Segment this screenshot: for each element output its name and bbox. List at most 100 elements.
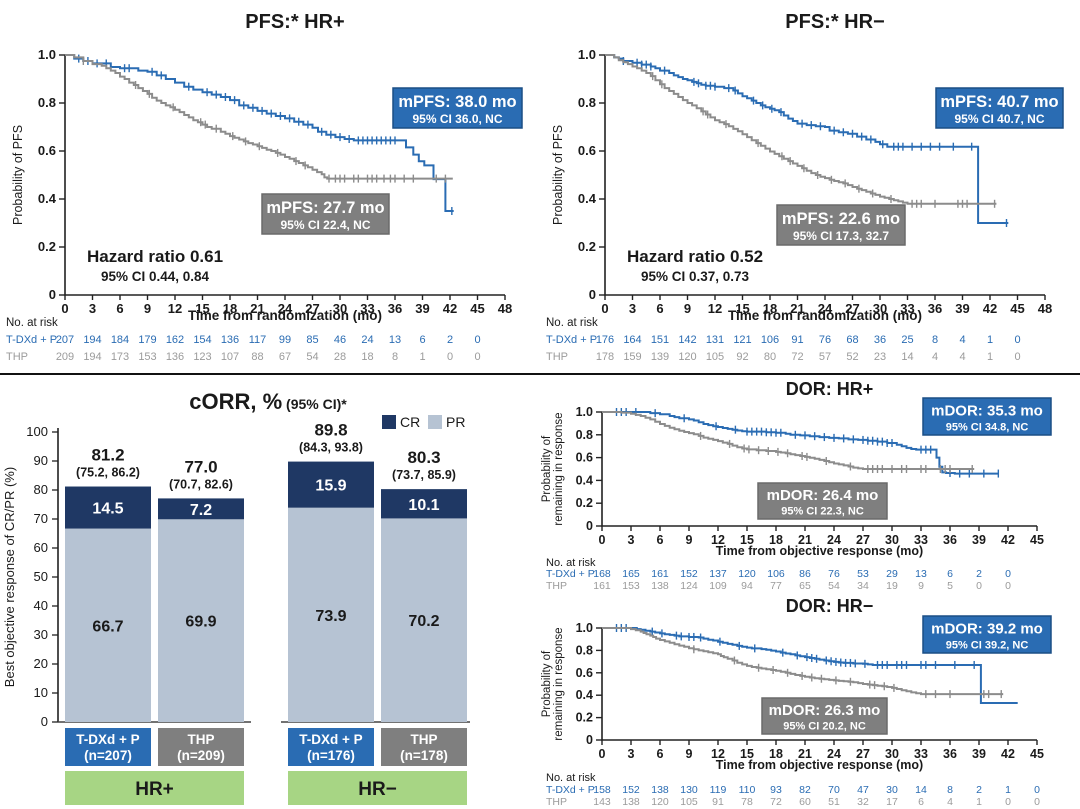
x-tick-label: 0	[601, 301, 608, 316]
x-tick-label: 48	[498, 301, 512, 316]
x-tick-label: 9	[686, 747, 693, 761]
y-tick-label: 100	[26, 424, 48, 439]
annotation-line2: 95% CI 22.3, NC	[781, 506, 864, 518]
risk-value: 176	[596, 334, 614, 346]
risk-value: 107	[221, 351, 239, 363]
risk-value: 124	[680, 580, 698, 592]
risk-table-label: No. at risk	[546, 557, 596, 569]
x-tick-label: 45	[1030, 747, 1044, 761]
risk-value: 142	[678, 334, 696, 346]
annotation-line1: mPFS: 38.0 mo	[398, 93, 516, 111]
x-tick-label: 9	[686, 533, 693, 547]
x-tick-label: 12	[168, 301, 182, 316]
risk-value: 57	[819, 351, 831, 363]
risk-value: 60	[799, 796, 811, 808]
risk-value: 17	[886, 796, 898, 808]
risk-value: 158	[593, 784, 611, 796]
annotation-line2: 95% CI 20.2, NC	[783, 721, 866, 733]
risk-value: 165	[622, 568, 640, 580]
risk-value: 19	[886, 580, 898, 592]
risk-value: 51	[828, 796, 840, 808]
y-tick-label: 80	[34, 482, 48, 497]
risk-table-label: No. at risk	[6, 317, 58, 329]
y-tick-label: 0.2	[576, 711, 593, 725]
group-label-hr-negative: HR−	[288, 771, 467, 805]
x-tick-label: 33	[914, 533, 928, 547]
risk-value: 24	[361, 334, 373, 346]
x-tick-label: 24	[827, 747, 841, 761]
risk-value: 136	[166, 351, 184, 363]
x-tick-label: 27	[856, 747, 870, 761]
y-tick-label: 0.6	[576, 666, 593, 680]
bar-name-box	[381, 728, 467, 766]
y-tick-label: 0.2	[38, 239, 56, 254]
risk-value: 18	[361, 351, 373, 363]
bar-pr-segment	[381, 518, 467, 722]
panel-dor-hr-positive: DOR: HR+ 0 0.2 0.4 0.6 0.8 1.0 0 3 6 9 12 15 18 21 24 27…	[540, 375, 1080, 592]
risk-value: 138	[622, 796, 640, 808]
chart-title: DOR: HR+	[786, 379, 874, 399]
censor-ticks	[622, 57, 1008, 227]
risk-value: 76	[819, 334, 831, 346]
y-tick-label: 1.0	[578, 47, 596, 62]
x-tick-label: 12	[711, 747, 725, 761]
bar-name-line2: (n=176)	[307, 748, 355, 763]
y-tick-label: 70	[34, 511, 48, 526]
risk-value: 131	[706, 334, 724, 346]
risk-value: 32	[857, 796, 869, 808]
dor-column: DOR: HR+ 0 0.2 0.4 0.6 0.8 1.0 0 3 6 9 12 15 18 21 24 27…	[540, 375, 1080, 809]
y-axis-label: Best objective response of CR/PR (%)	[2, 467, 17, 687]
x-tick-label: 15	[735, 301, 749, 316]
risk-value: 151	[651, 334, 669, 346]
x-tick-label: 0	[599, 747, 606, 761]
x-tick-label: 42	[443, 301, 457, 316]
bar-total-label: 80.3	[407, 448, 440, 467]
top-row: PFS:* HR+ 0 0.2 0.4 0.6 0.8 1.0 0 3 6 9 12 15 18 21 24 2…	[0, 0, 1080, 373]
bar-name-line1: THP	[188, 732, 215, 747]
risk-value: 1	[976, 796, 982, 808]
risk-value: 184	[111, 334, 129, 346]
risk-value: 86	[799, 568, 811, 580]
risk-value: 91	[791, 334, 803, 346]
censor-ticks	[699, 431, 973, 473]
risk-value: 23	[874, 351, 886, 363]
y-tick-label: 0	[586, 519, 593, 533]
bar-pr-segment	[158, 519, 244, 722]
panel-dor-hr-negative: DOR: HR− 0 0.2 0.4 0.6 0.8 1.0 0 3 6 9 12 15 18 21 24 27…	[540, 592, 1080, 809]
risk-value: 4	[959, 351, 965, 363]
risk-value: 76	[828, 568, 840, 580]
censor-ticks	[615, 408, 1000, 478]
annotation-line2: 95% CI 40.7, NC	[954, 112, 1044, 126]
x-tick-label: 42	[983, 301, 997, 316]
bar-thp: 77.0(70.7, 82.6) 7.2 69.9 THP(n=209)	[158, 457, 244, 766]
bar-cr-value: 14.5	[92, 501, 123, 518]
risk-value: 91	[712, 796, 724, 808]
x-tick-label: 3	[628, 747, 635, 761]
bar-pr-value: 66.7	[92, 618, 123, 635]
x-tick-label: 24	[818, 301, 833, 316]
risk-value: 67	[279, 351, 291, 363]
km-curve-t-dxd-p	[65, 54, 454, 212]
x-tick-label: 18	[223, 301, 237, 316]
km-curve-t-dxd-p	[605, 54, 1009, 224]
risk-value: 0	[1014, 334, 1020, 346]
y-tick-label: 0.6	[576, 451, 593, 465]
x-tick-label: 39	[972, 747, 986, 761]
annotation-box-gray: mDOR: 26.3 mo 95% CI 20.2, NC	[761, 697, 888, 735]
y-tick-label: 90	[34, 453, 48, 468]
x-tick-label: 21	[790, 301, 804, 316]
risk-value: 72	[791, 351, 803, 363]
bar-thp: 80.3(73.7, 85.9) 10.1 70.2 THP(n=178)	[381, 448, 467, 766]
risk-value: 105	[680, 796, 698, 808]
risk-value: 168	[593, 568, 611, 580]
annotation-line2: 95% CI 36.0, NC	[412, 112, 502, 126]
bar-cr-value: 7.2	[190, 502, 212, 519]
risk-value: 138	[651, 580, 669, 592]
risk-value: 139	[651, 351, 669, 363]
risk-value: 159	[623, 351, 641, 363]
risk-value: 52	[846, 351, 858, 363]
annotation-line1: mPFS: 22.6 mo	[782, 210, 900, 228]
x-tick-label: 6	[116, 301, 123, 316]
